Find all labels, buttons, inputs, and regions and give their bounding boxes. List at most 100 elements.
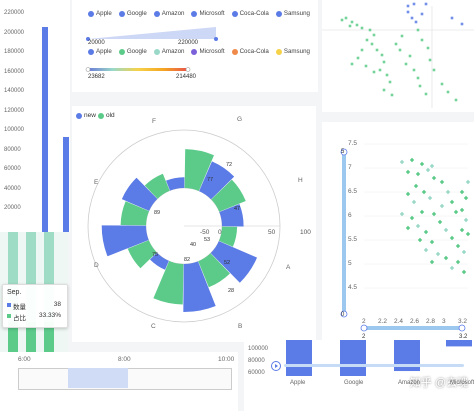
- scatter-point: [409, 215, 415, 221]
- scatter-point: [431, 175, 437, 181]
- scatter-point: [429, 259, 435, 265]
- scatter-point: [432, 68, 436, 72]
- legend-label: Google: [126, 10, 147, 17]
- slider-y-top-label: 5: [341, 149, 345, 155]
- scatter-point: [388, 80, 392, 84]
- scatter-point: [465, 179, 471, 185]
- legend-item[interactable]: Samsung: [275, 48, 310, 55]
- scatter-point: [419, 161, 425, 167]
- scatter-point: [439, 203, 445, 209]
- value-label: 77: [207, 177, 213, 183]
- legend-marker: [191, 48, 198, 55]
- y-slider-track[interactable]: [342, 152, 346, 314]
- value-label: 28: [228, 288, 234, 294]
- polar-chart-svg: A B C D E F G H -50 0 50 100 47 53 28 52 89 75 82 72 77 40: [87, 116, 311, 330]
- legend-item[interactable]: Microsoft: [191, 48, 225, 55]
- scatter-point: [463, 195, 469, 201]
- scatter-point: [423, 247, 429, 253]
- x-tick-label: Apple: [290, 380, 306, 386]
- polar-sector-new[interactable]: [219, 204, 244, 227]
- spectrum-handle-max[interactable]: [185, 67, 191, 72]
- scatter-point: [443, 255, 449, 261]
- scatter-point: [368, 28, 372, 32]
- legend-item[interactable]: Apple: [88, 10, 112, 17]
- bar[interactable]: [446, 340, 472, 347]
- polar-sector-new[interactable]: [121, 177, 158, 211]
- legend-item[interactable]: Microsoft: [191, 10, 225, 17]
- scatter-point: [463, 217, 469, 223]
- y-slider-bottom-handle[interactable]: [340, 310, 348, 318]
- bar[interactable]: [340, 340, 366, 376]
- polar-sector-old[interactable]: [153, 260, 184, 305]
- scatter-point: [409, 157, 415, 163]
- x-slider-track[interactable]: [364, 326, 462, 330]
- scatter-point: [413, 183, 419, 189]
- spectrum-handle-min[interactable]: [85, 67, 91, 72]
- polar-sector-old[interactable]: [127, 240, 157, 269]
- polar-sector-old[interactable]: [120, 201, 150, 226]
- x-tick-label: 2: [362, 318, 366, 325]
- legend-label: Apple: [96, 10, 112, 17]
- progress-track[interactable]: [284, 364, 464, 367]
- polar-sector-new[interactable]: [199, 161, 235, 200]
- legend-item[interactable]: Coca-Cola: [231, 10, 269, 17]
- legend-marker: [153, 48, 160, 55]
- x-tick-label: Microsoft: [450, 380, 474, 386]
- y-tick-label: 160000: [4, 68, 25, 75]
- x-slider-right-handle[interactable]: [458, 324, 466, 332]
- x-tick-label: 2.2: [378, 318, 388, 325]
- scatter-point: [399, 159, 405, 165]
- scatter-point: [418, 84, 422, 88]
- legend-item[interactable]: Google: [118, 10, 147, 17]
- legend-item[interactable]: Amazon: [153, 10, 184, 17]
- polar-sector-old[interactable]: [218, 226, 238, 247]
- polar-sector-old[interactable]: [144, 173, 170, 199]
- bar[interactable]: [286, 340, 312, 376]
- scatter-point: [372, 70, 376, 74]
- polar-sector-old[interactable]: [211, 179, 246, 212]
- polar-sector-new[interactable]: [183, 261, 216, 313]
- scatter-point: [360, 26, 364, 30]
- scatter-right-svg: [340, 143, 471, 332]
- y-slider-top-handle[interactable]: [340, 148, 348, 156]
- scatter-point: [453, 209, 459, 215]
- y-tick-label: 220000: [4, 10, 25, 16]
- bar[interactable]: [63, 136, 69, 232]
- polar-sector-new[interactable]: [210, 241, 258, 283]
- legend-old-marker: [98, 112, 104, 119]
- play-button[interactable]: [271, 361, 281, 371]
- value-label: 75: [152, 252, 158, 258]
- tooltip-row-1-label: 数量: [13, 304, 26, 311]
- scatter-point: [408, 54, 412, 58]
- x-tick-label: 2.4: [394, 318, 404, 325]
- scatter-point: [350, 62, 354, 66]
- polar-legend-old[interactable]: old: [98, 112, 115, 119]
- x-slider-left-handle[interactable]: [360, 324, 368, 332]
- value-label: 52: [224, 260, 230, 266]
- bar[interactable]: [42, 26, 48, 232]
- y-tick-label: 60000: [4, 166, 21, 172]
- scatter-point: [423, 229, 429, 235]
- size-handle-min[interactable]: [86, 37, 90, 41]
- scatter-point: [414, 20, 418, 24]
- polar-sector-old[interactable]: [198, 253, 230, 288]
- polar-sector-old[interactable]: [184, 149, 214, 192]
- legend-item[interactable]: Apple: [88, 48, 112, 55]
- legend-item[interactable]: Google: [118, 48, 147, 55]
- scatter-point: [412, 68, 416, 72]
- polar-sector-new[interactable]: [149, 252, 169, 270]
- polar-legend-new[interactable]: new: [76, 112, 96, 119]
- x-tick-label: 3.2: [458, 318, 468, 325]
- y-tick-label: 120000: [4, 107, 25, 114]
- polar-sector-new[interactable]: [101, 225, 149, 257]
- polar-sector-new[interactable]: [166, 177, 185, 191]
- legend-item[interactable]: Coca-Cola: [231, 48, 269, 55]
- tooltip-row-1-marker: [7, 303, 11, 307]
- legend-item[interactable]: Amazon: [153, 48, 184, 55]
- timeline-window[interactable]: [68, 368, 128, 388]
- scatter-point: [449, 265, 455, 271]
- size-handle-max[interactable]: [214, 37, 218, 41]
- scatter-point: [424, 2, 428, 6]
- legend-item[interactable]: Samsung: [275, 10, 310, 17]
- scatter-point: [340, 18, 344, 22]
